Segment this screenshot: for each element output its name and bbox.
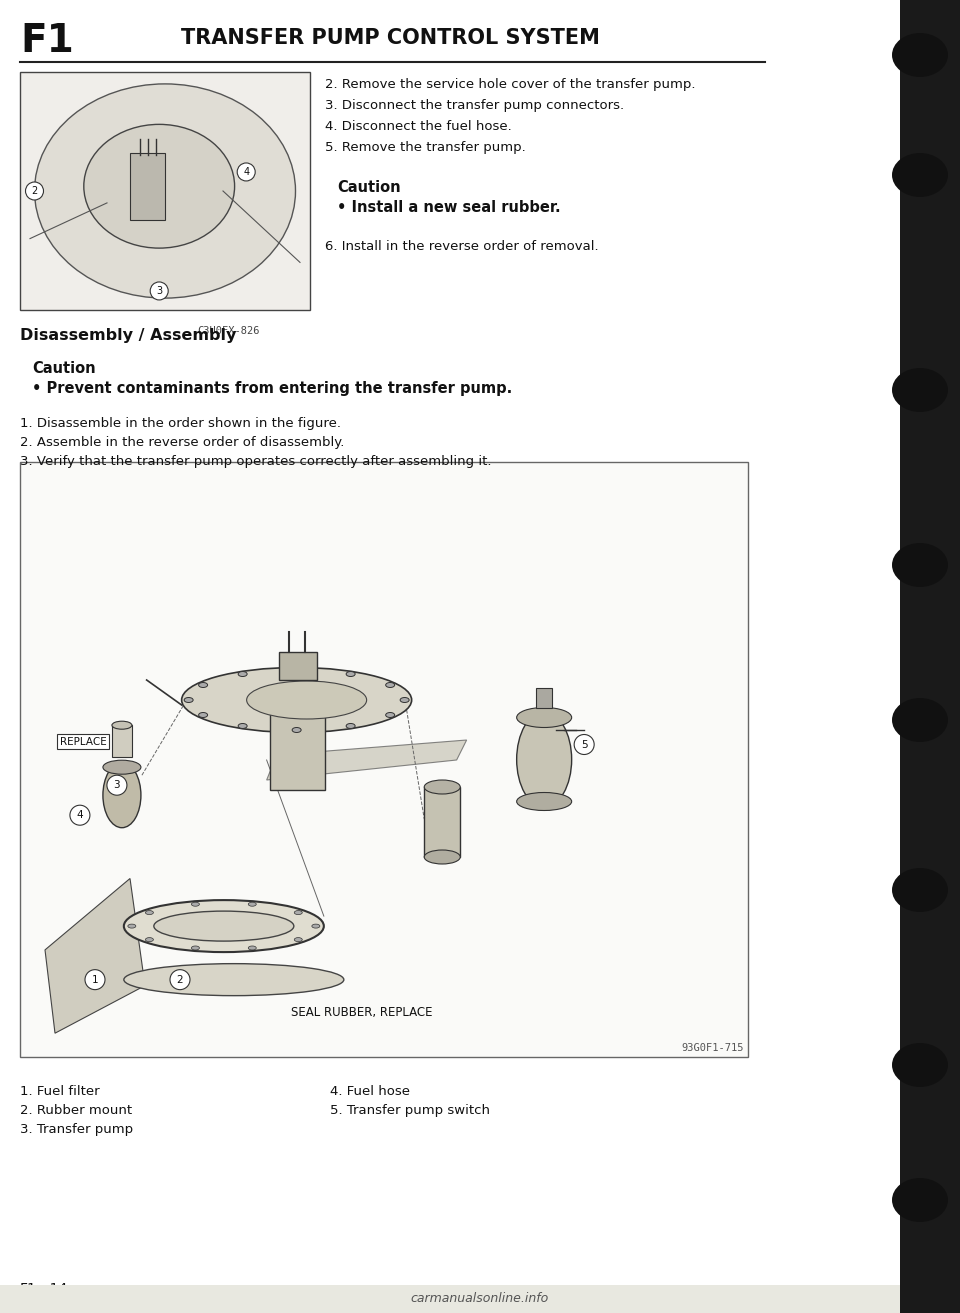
Bar <box>270 710 324 790</box>
Polygon shape <box>267 741 467 780</box>
Ellipse shape <box>386 683 395 688</box>
Ellipse shape <box>247 681 367 720</box>
Circle shape <box>107 775 127 796</box>
Bar <box>900 0 960 1313</box>
Text: 4: 4 <box>77 810 84 821</box>
Ellipse shape <box>128 924 136 928</box>
Ellipse shape <box>400 697 409 702</box>
Text: 3. Verify that the transfer pump operates correctly after assembling it.: 3. Verify that the transfer pump operate… <box>20 456 492 467</box>
Ellipse shape <box>199 713 207 717</box>
Text: 4. Fuel hose: 4. Fuel hose <box>330 1085 410 1098</box>
Text: REPLACE: REPLACE <box>60 737 107 747</box>
Circle shape <box>170 969 190 990</box>
Circle shape <box>85 969 105 990</box>
Ellipse shape <box>292 667 301 672</box>
Ellipse shape <box>124 964 344 995</box>
Text: 3: 3 <box>113 780 120 790</box>
Text: 3: 3 <box>156 286 162 295</box>
Text: Caution: Caution <box>337 180 400 196</box>
Bar <box>112 725 132 758</box>
Ellipse shape <box>292 727 301 733</box>
Ellipse shape <box>892 699 948 742</box>
Ellipse shape <box>347 723 355 729</box>
Circle shape <box>150 282 168 299</box>
Text: F1—14: F1—14 <box>20 1281 68 1296</box>
Text: 2: 2 <box>32 186 37 196</box>
Text: 2. Remove the service hole cover of the transfer pump.: 2. Remove the service hole cover of the … <box>325 77 695 91</box>
Circle shape <box>26 183 43 200</box>
Text: 5: 5 <box>581 739 588 750</box>
Text: 2. Assemble in the reverse order of disassembly.: 2. Assemble in the reverse order of disa… <box>20 436 345 449</box>
Ellipse shape <box>145 937 154 941</box>
Bar <box>0 1285 960 1313</box>
Text: 4: 4 <box>243 167 250 177</box>
Ellipse shape <box>892 33 948 77</box>
Ellipse shape <box>238 671 247 676</box>
Ellipse shape <box>112 721 132 729</box>
Ellipse shape <box>238 723 247 729</box>
Ellipse shape <box>199 683 207 688</box>
Text: F1: F1 <box>20 22 74 60</box>
Ellipse shape <box>386 713 395 717</box>
Ellipse shape <box>892 1178 948 1222</box>
Ellipse shape <box>249 945 256 951</box>
Ellipse shape <box>516 793 571 810</box>
Text: 6. Install in the reverse order of removal.: 6. Install in the reverse order of remov… <box>325 240 599 253</box>
Ellipse shape <box>892 868 948 913</box>
Text: 1. Fuel filter: 1. Fuel filter <box>20 1085 100 1098</box>
Ellipse shape <box>35 84 296 298</box>
Ellipse shape <box>84 125 234 248</box>
Bar <box>20 72 310 310</box>
Ellipse shape <box>892 154 948 197</box>
Bar <box>131 152 165 219</box>
Text: 3. Transfer pump: 3. Transfer pump <box>20 1123 133 1136</box>
Circle shape <box>574 734 594 755</box>
Text: SEAL RUBBER, REPLACE: SEAL RUBBER, REPLACE <box>292 1007 433 1019</box>
Ellipse shape <box>103 763 141 827</box>
Bar <box>278 653 317 680</box>
Bar <box>424 786 460 857</box>
Text: 2: 2 <box>177 974 183 985</box>
Ellipse shape <box>124 901 324 952</box>
Text: • Install a new seal rubber.: • Install a new seal rubber. <box>337 200 561 215</box>
Ellipse shape <box>295 911 302 915</box>
Ellipse shape <box>191 945 200 951</box>
Ellipse shape <box>184 697 193 702</box>
Circle shape <box>237 163 255 181</box>
Circle shape <box>70 805 90 825</box>
Text: 1: 1 <box>92 974 98 985</box>
Bar <box>20 462 748 1057</box>
Ellipse shape <box>424 850 460 864</box>
Text: • Prevent contaminants from entering the transfer pump.: • Prevent contaminants from entering the… <box>32 381 513 397</box>
Bar <box>536 688 552 708</box>
Ellipse shape <box>312 924 320 928</box>
Text: 2. Rubber mount: 2. Rubber mount <box>20 1104 132 1117</box>
Text: 1. Disassemble in the order shown in the figure.: 1. Disassemble in the order shown in the… <box>20 418 341 429</box>
Ellipse shape <box>154 911 294 941</box>
Ellipse shape <box>892 368 948 412</box>
Text: Disassembly / Assembly: Disassembly / Assembly <box>20 328 236 343</box>
Text: C3U0FX-826: C3U0FX-826 <box>198 326 260 336</box>
Ellipse shape <box>892 544 948 587</box>
Ellipse shape <box>516 712 571 807</box>
Ellipse shape <box>424 780 460 794</box>
Text: TRANSFER PUMP CONTROL SYSTEM: TRANSFER PUMP CONTROL SYSTEM <box>180 28 599 49</box>
Text: 5. Transfer pump switch: 5. Transfer pump switch <box>330 1104 490 1117</box>
Polygon shape <box>45 878 145 1033</box>
Ellipse shape <box>516 708 571 727</box>
Ellipse shape <box>295 937 302 941</box>
Ellipse shape <box>145 911 154 915</box>
Text: carmanualsonline.info: carmanualsonline.info <box>411 1292 549 1305</box>
Ellipse shape <box>892 1043 948 1087</box>
Text: 3. Disconnect the transfer pump connectors.: 3. Disconnect the transfer pump connecto… <box>325 98 624 112</box>
Text: 5. Remove the transfer pump.: 5. Remove the transfer pump. <box>325 140 526 154</box>
Ellipse shape <box>347 671 355 676</box>
Text: 4. Disconnect the fuel hose.: 4. Disconnect the fuel hose. <box>325 119 512 133</box>
Text: 93G0F1-715: 93G0F1-715 <box>682 1043 744 1053</box>
Ellipse shape <box>249 902 256 906</box>
Ellipse shape <box>181 667 412 733</box>
Text: Caution: Caution <box>32 361 96 376</box>
Ellipse shape <box>191 902 200 906</box>
Ellipse shape <box>103 760 141 775</box>
